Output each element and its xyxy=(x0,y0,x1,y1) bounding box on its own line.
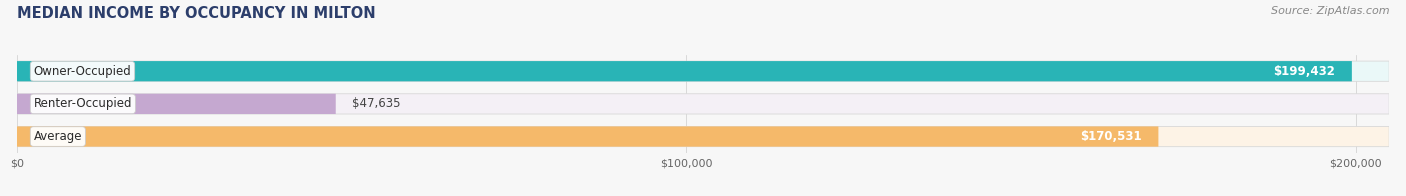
Text: $170,531: $170,531 xyxy=(1080,130,1142,143)
FancyBboxPatch shape xyxy=(17,126,1159,147)
Text: $199,432: $199,432 xyxy=(1274,65,1336,78)
Text: Renter-Occupied: Renter-Occupied xyxy=(34,97,132,110)
Text: $47,635: $47,635 xyxy=(353,97,401,110)
Text: Source: ZipAtlas.com: Source: ZipAtlas.com xyxy=(1271,6,1389,16)
Text: Owner-Occupied: Owner-Occupied xyxy=(34,65,131,78)
FancyBboxPatch shape xyxy=(17,126,1389,147)
Text: Average: Average xyxy=(34,130,82,143)
FancyBboxPatch shape xyxy=(17,94,336,114)
FancyBboxPatch shape xyxy=(17,94,1389,114)
Text: MEDIAN INCOME BY OCCUPANCY IN MILTON: MEDIAN INCOME BY OCCUPANCY IN MILTON xyxy=(17,6,375,21)
FancyBboxPatch shape xyxy=(17,61,1351,81)
FancyBboxPatch shape xyxy=(17,61,1389,81)
